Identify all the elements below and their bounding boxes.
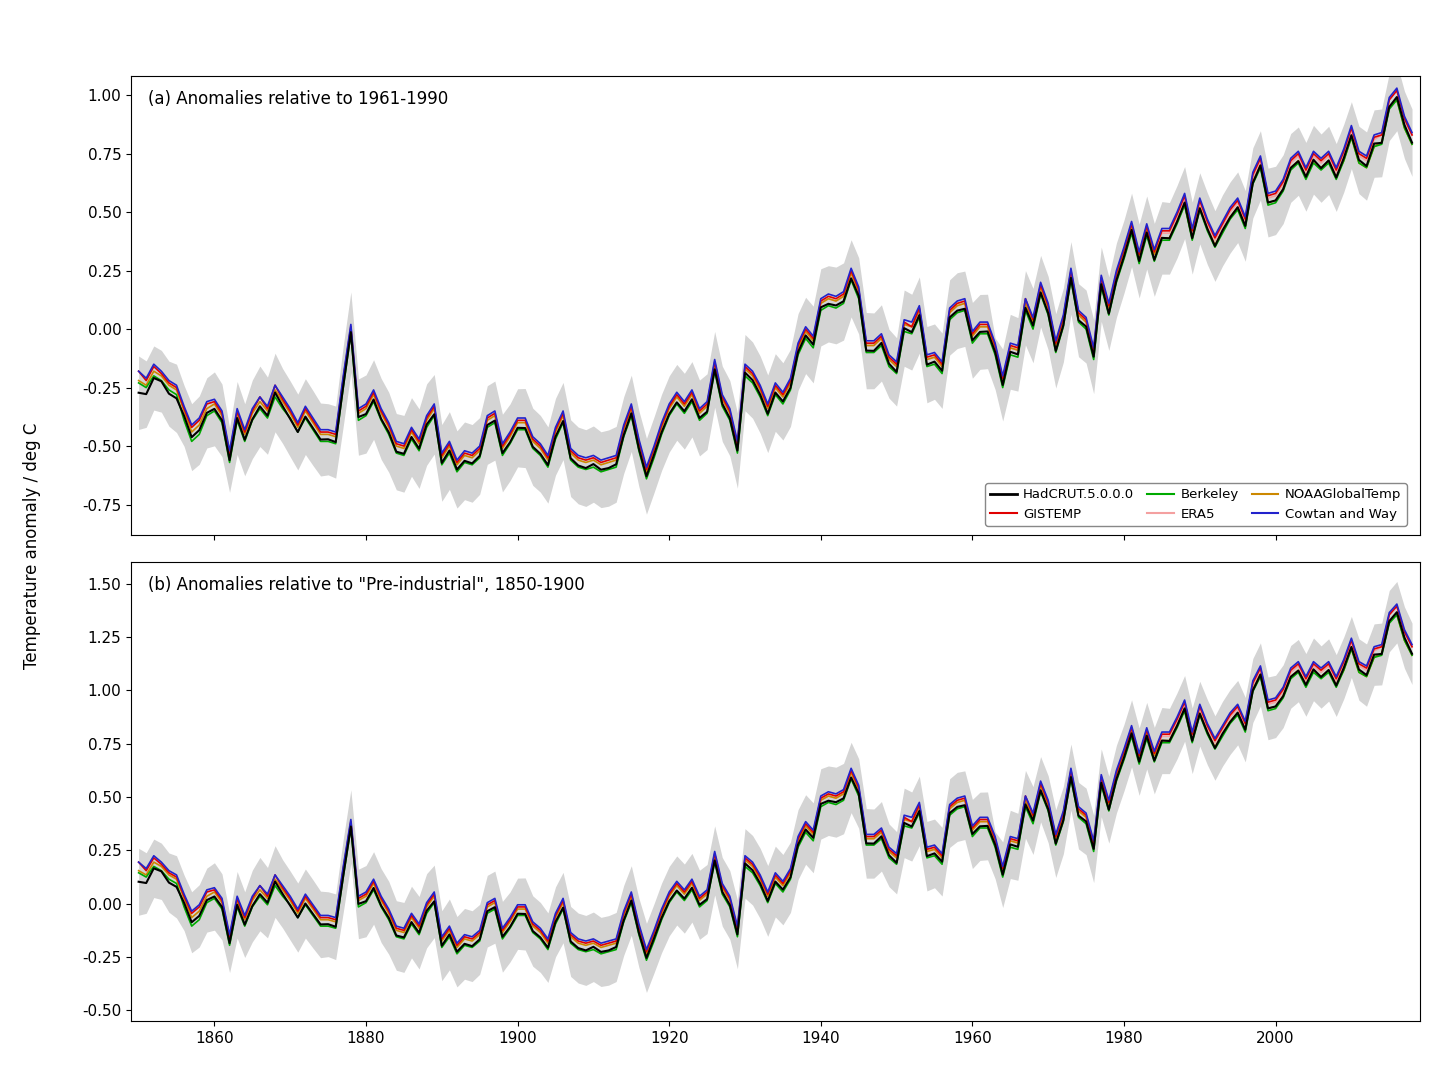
Text: (b) Anomalies relative to "Pre-industrial", 1850-1900: (b) Anomalies relative to "Pre-industria…	[149, 577, 584, 594]
Legend: HadCRUT.5.0.0.0, GISTEMP, Berkeley, ERA5, NOAAGlobalTemp, Cowtan and Way: HadCRUT.5.0.0.0, GISTEMP, Berkeley, ERA5…	[984, 483, 1406, 526]
Text: (a) Anomalies relative to 1961-1990: (a) Anomalies relative to 1961-1990	[149, 91, 448, 108]
Text: Temperature anomaly / deg C: Temperature anomaly / deg C	[23, 423, 41, 669]
